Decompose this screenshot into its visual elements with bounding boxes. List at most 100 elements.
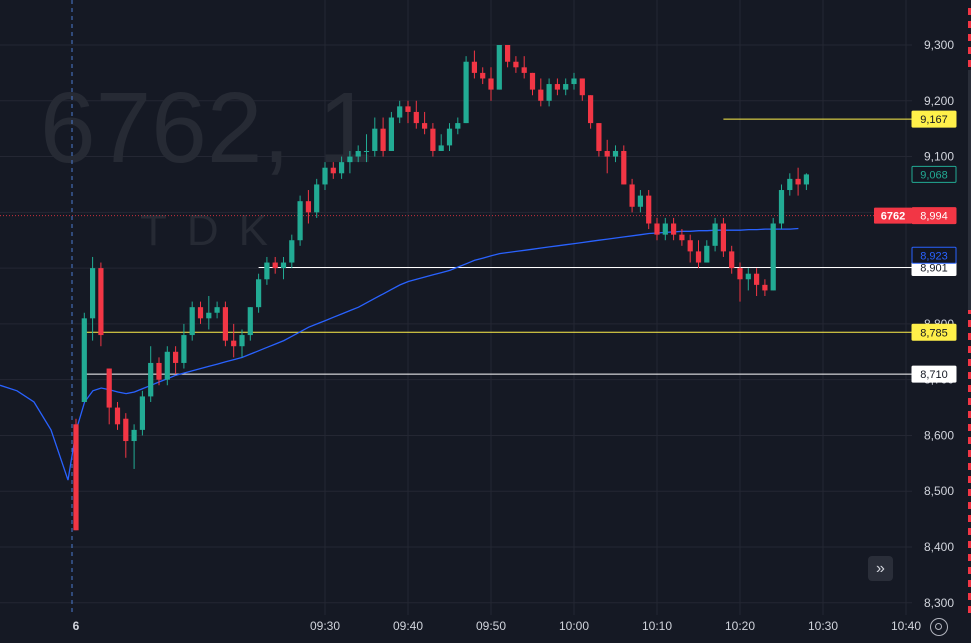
candle-body [496,45,502,90]
x-tick-label: 10:40 [891,619,921,633]
candle-body [737,268,743,280]
current-price-tag-text: 9,068 [920,169,948,181]
edge-mark [968,333,971,340]
edge-mark [968,437,971,444]
x-tick-label: 09:40 [393,619,423,633]
candle-body [272,262,278,269]
candle-body [347,156,353,163]
candle-body [388,117,394,151]
edge-mark [968,567,971,574]
candle-body [787,178,793,191]
candle-body [322,167,328,185]
candle-body [778,190,785,224]
candle-body [571,78,577,85]
x-tick-label: 10:30 [808,619,838,633]
candle-body [712,223,718,246]
edge-mark [968,515,971,522]
candle-body [654,223,660,235]
candle-body [148,362,154,397]
edge-mark [968,593,971,600]
candle-body [330,167,336,174]
x-tick-label: 10:00 [559,619,589,633]
candle-body [339,162,345,174]
symbol-tag-text: 6762 [881,211,905,223]
candle-body [231,340,237,347]
edge-mark [968,47,971,54]
y-tick-label: 8,500 [924,484,954,498]
level-tag-text: 8,785 [920,327,948,339]
candle-body [413,111,419,124]
candle-body [695,251,702,263]
candle-body [355,150,361,157]
candle-body [438,145,444,151]
watermark-name: TDK [140,206,288,255]
candle-body [197,307,204,319]
candle-body [380,128,386,151]
candle-body [106,368,112,408]
horizontal-lines [0,118,912,375]
candle-body [612,150,619,157]
candle-body [256,279,262,308]
edge-mark [968,307,971,314]
candle-body [538,89,544,101]
candle-body [754,273,760,285]
vwap-tag-text: 8,923 [920,250,948,262]
x-axis[interactable]: 6 09:30 09:40 09:50 10:00 10:10 10:20 10:30 10:4… [73,619,971,633]
y-tick-label: 9,100 [924,150,954,164]
candle-body [131,429,137,442]
candle-body [505,45,511,62]
candle-body [139,396,145,430]
edge-mark [968,320,971,327]
last-price-tag-text: 8,994 [920,211,948,223]
right-edge-marks [968,8,971,613]
candle-body [372,128,378,151]
candle-body [430,128,436,151]
candle-body [795,178,801,185]
candle-body [671,223,677,235]
candle-body [762,284,768,291]
candle-body [156,362,162,380]
candle-body [173,351,179,363]
candle-body [446,128,453,146]
edge-mark [968,359,971,366]
edge-mark [968,385,971,392]
vwap-tag-bg [911,246,957,264]
candle-body [189,307,195,336]
y-tick-label: 8,400 [924,540,954,554]
candle-body [280,262,287,269]
candle-body [679,234,685,241]
edge-mark [968,346,971,353]
edge-mark [968,411,971,418]
edge-mark [968,476,971,483]
candle-body [247,307,253,336]
price-tags: 9,167 8,901 8,785 8,710 8,923 9,068 6762 8,994 [874,110,957,383]
scroll-to-realtime-button[interactable]: » [868,556,893,581]
grid [0,0,912,615]
level-tag-bg [911,110,957,128]
candle-body [513,61,519,68]
candle-body [588,95,594,124]
candle-body [123,418,129,442]
x-tick-label: 10:10 [642,619,672,633]
candle-body [363,150,370,152]
edge-mark [968,60,971,67]
candle-body [73,424,79,531]
candle-body [729,251,735,269]
candle-body [720,223,726,252]
candle-body [596,123,602,151]
y-tick-label: 8,600 [924,428,954,442]
edge-mark [968,21,971,28]
settings-gear-icon[interactable] [930,618,948,636]
y-tick-label: 9,200 [924,94,954,108]
candle-body [521,67,527,73]
edge-mark [968,463,971,470]
candle-body [546,84,552,101]
vwap-polyline [0,227,799,481]
candle-body [662,223,668,235]
edge-mark [968,8,971,15]
level-tag-bg [911,323,957,341]
edge-mark [968,554,971,561]
x-tick-label: 6 [73,619,80,633]
edge-mark [968,528,971,535]
